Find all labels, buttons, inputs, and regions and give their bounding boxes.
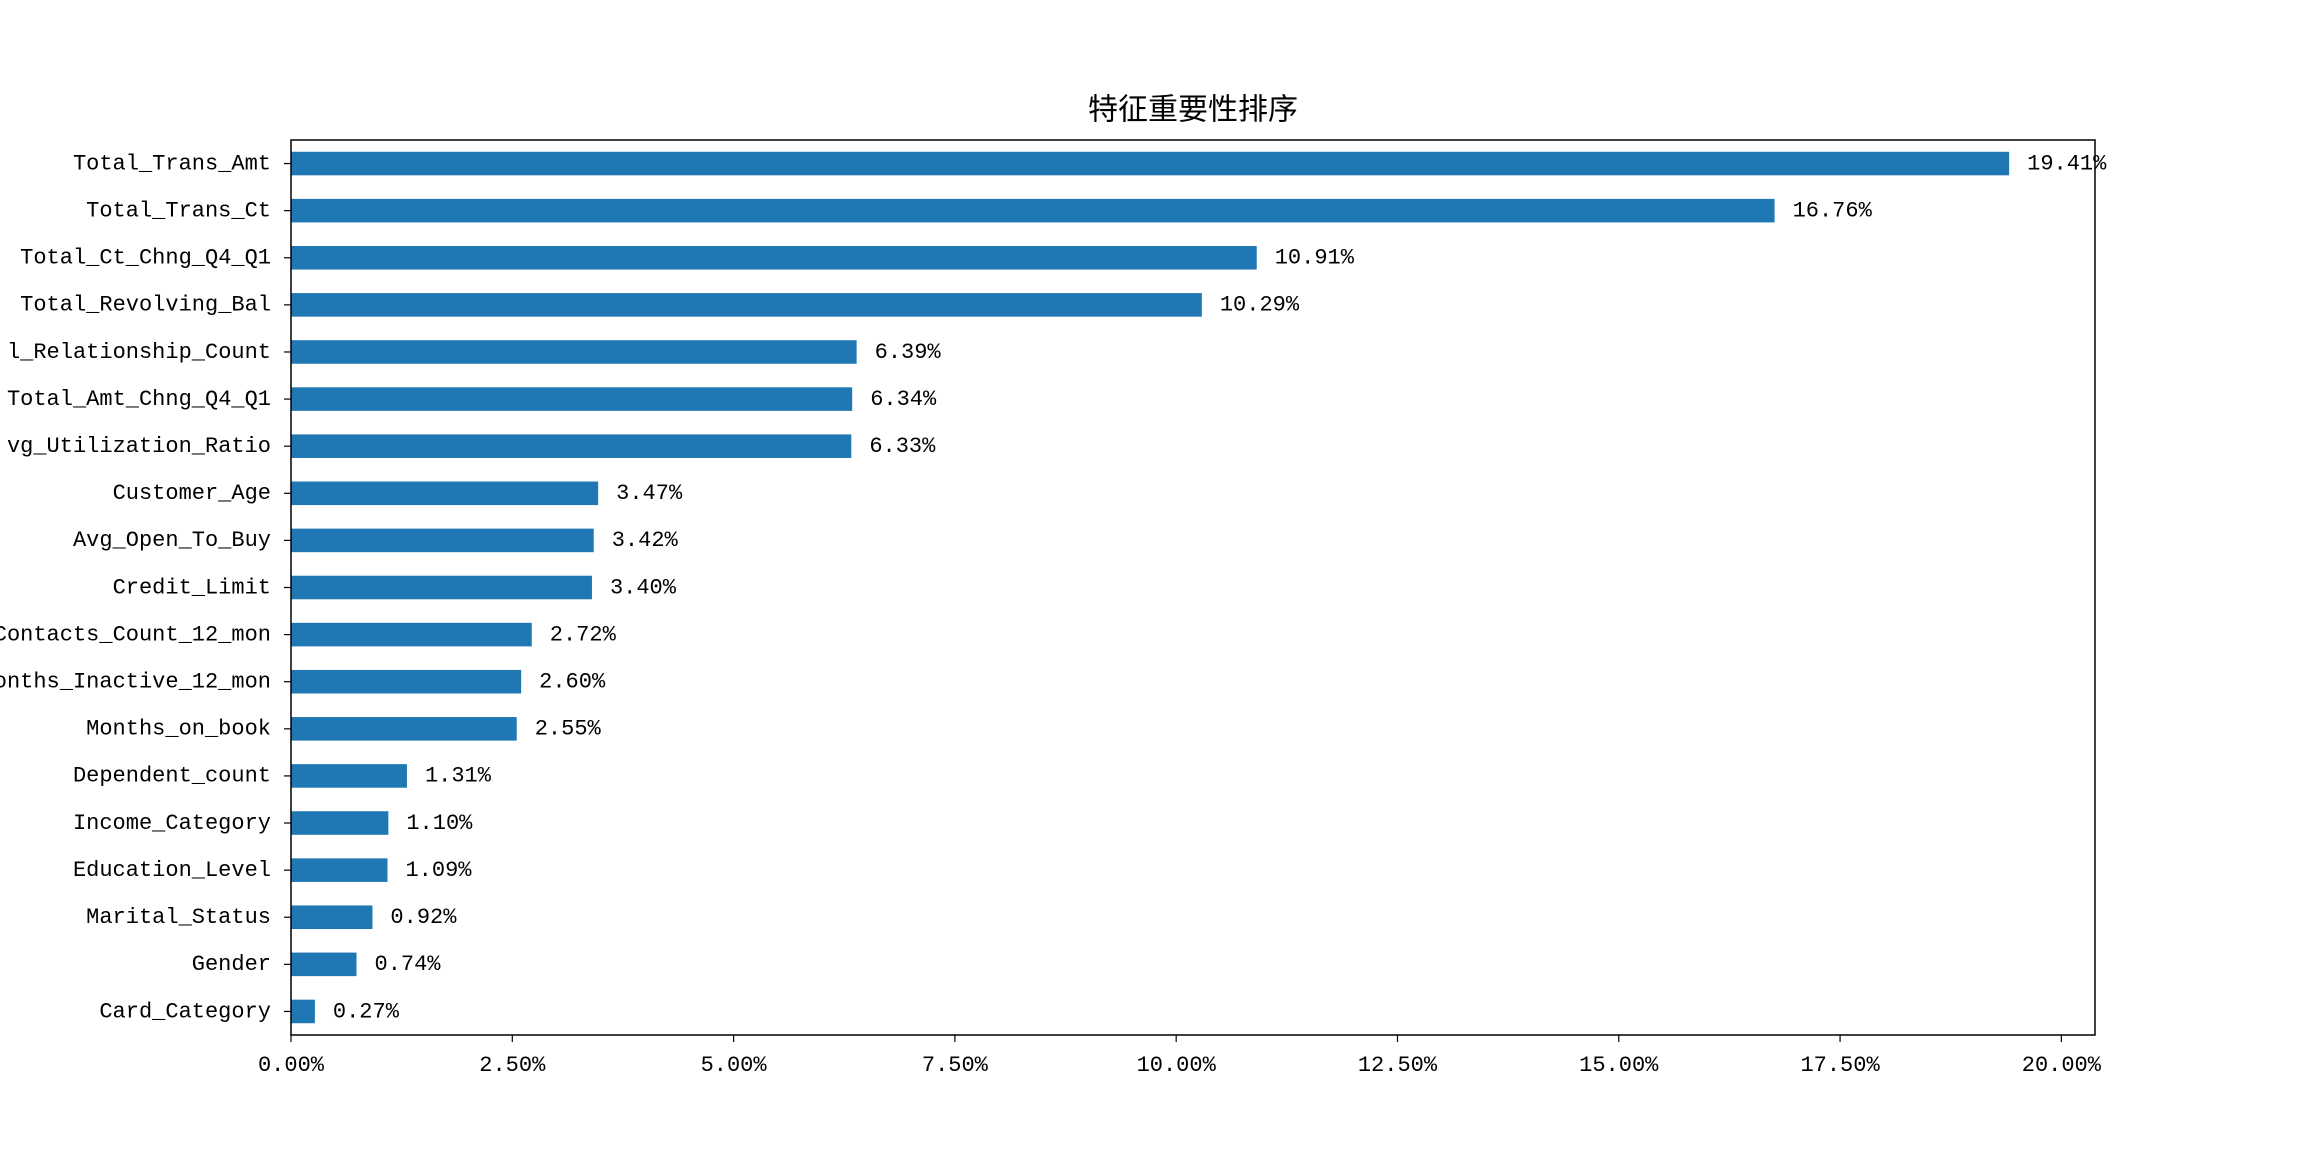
value-label: 0.27% [333, 999, 400, 1024]
y-tick-label: Credit_Limit [113, 575, 271, 600]
bar [291, 858, 388, 882]
bar [291, 764, 407, 788]
bar [291, 905, 373, 930]
value-label: 2.55% [535, 717, 602, 742]
bar [291, 293, 1202, 317]
value-label: 19.41% [2027, 151, 2107, 176]
value-label: 1.31% [425, 764, 492, 789]
value-label: 1.10% [406, 811, 473, 836]
bar [291, 528, 594, 553]
value-label: 3.42% [612, 528, 679, 553]
y-tick-label: Education_Level [73, 858, 271, 883]
value-label: 6.33% [869, 434, 936, 459]
bar [291, 434, 852, 458]
x-tick-label: 12.50% [1358, 1053, 1438, 1078]
bar [291, 575, 592, 600]
x-tick-label: 10.00% [1137, 1053, 1217, 1078]
x-tick-label: 5.00% [701, 1053, 768, 1078]
y-tick-label: onths_Inactive_12_mon [0, 670, 271, 695]
value-label: 3.47% [616, 481, 683, 506]
value-label: 0.92% [390, 905, 457, 930]
chart-title: 特征重要性排序 [1088, 93, 1298, 128]
y-tick-label: Dependent_count [73, 764, 271, 789]
value-label: 0.74% [375, 952, 442, 977]
bar [291, 717, 517, 741]
value-label: 10.91% [1275, 246, 1355, 271]
y-tick-label: Card_Category [99, 999, 271, 1024]
y-tick-label: Total_Trans_Ct [86, 198, 271, 223]
y-tick-label: Months_on_book [86, 717, 271, 742]
x-tick-label: 7.50% [922, 1053, 989, 1078]
value-label: 6.39% [875, 340, 942, 365]
y-tick-label: l_Relationship_Count [7, 340, 271, 365]
bar [291, 481, 599, 506]
bar [291, 245, 1257, 270]
value-label: 2.60% [539, 670, 606, 695]
y-tick-label: Total_Revolving_Bal [20, 293, 271, 318]
y-tick-label: Total_Amt_Chng_Q4_Q1 [7, 387, 271, 412]
bar [291, 622, 532, 647]
bar [291, 811, 389, 835]
y-tick-label: Customer_Age [113, 481, 271, 506]
y-tick-label: Total_Trans_Amt [73, 151, 271, 176]
x-tick-label: 15.00% [1579, 1053, 1659, 1078]
value-label: 16.76% [1793, 198, 1873, 223]
y-tick-label: vg_Utilization_Ratio [7, 434, 271, 459]
bar [291, 669, 522, 694]
bar [291, 952, 357, 977]
bar [291, 999, 315, 1024]
value-label: 2.72% [550, 622, 617, 647]
y-tick-label: Marital_Status [86, 905, 271, 930]
x-tick-label: 20.00% [2022, 1053, 2102, 1078]
x-tick-label: 2.50% [479, 1053, 546, 1078]
bar [291, 387, 853, 411]
x-tick-label: 17.50% [1800, 1053, 1880, 1078]
y-tick-label: Total_Ct_Chng_Q4_Q1 [20, 246, 271, 271]
x-tick-label: 0.00% [258, 1053, 325, 1078]
bar [291, 198, 1775, 223]
y-tick-label: Contacts_Count_12_mon [0, 622, 271, 647]
y-tick-label: Avg_Open_To_Buy [73, 528, 271, 553]
value-label: 3.40% [610, 575, 677, 600]
bar [291, 340, 857, 364]
y-tick-label: Income_Category [73, 811, 271, 836]
plot-frame [290, 139, 2096, 1036]
value-label: 10.29% [1220, 293, 1300, 318]
y-tick-label: Gender [192, 952, 271, 977]
value-label: 1.09% [405, 858, 472, 883]
value-label: 6.34% [870, 387, 937, 412]
bar [291, 151, 2010, 176]
